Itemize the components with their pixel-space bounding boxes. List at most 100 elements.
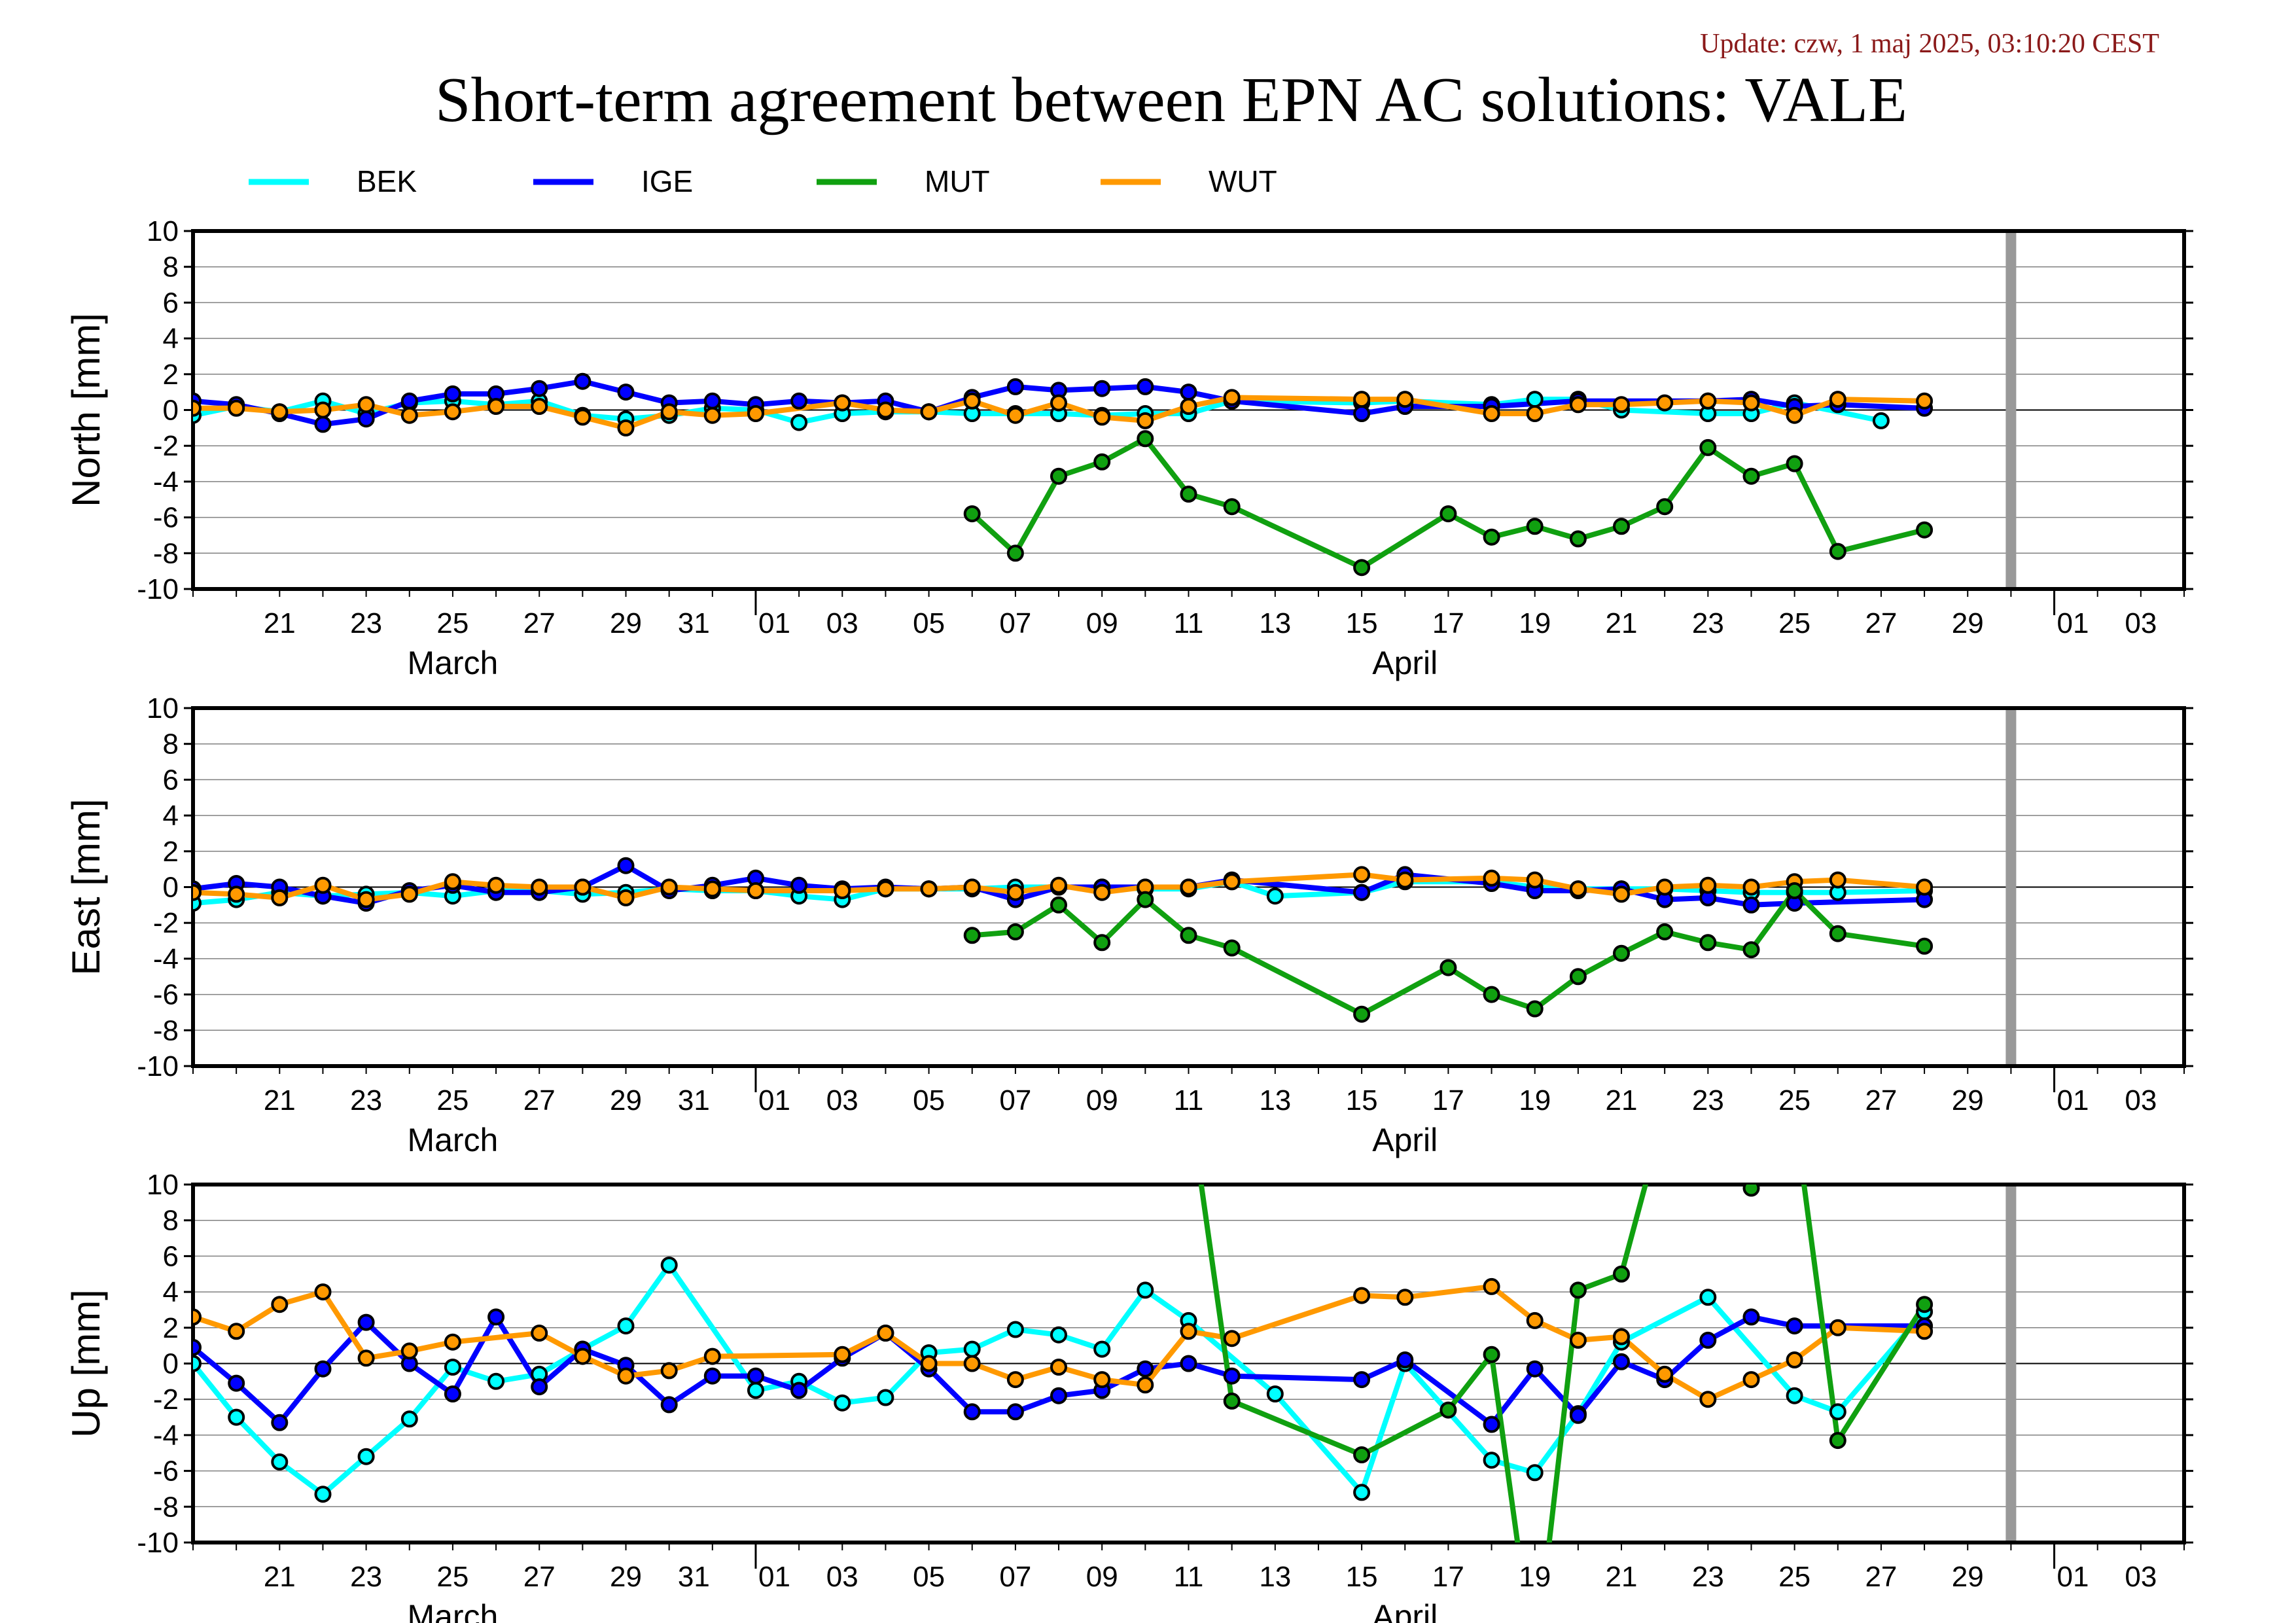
data-point-bek xyxy=(193,1355,202,1372)
x-tick-label: 27 xyxy=(523,607,556,639)
data-point-mut xyxy=(1093,934,1111,952)
data-point-ige xyxy=(747,1367,764,1385)
legend: BEK IGE MUT WUT xyxy=(249,164,1277,198)
data-point-wut xyxy=(487,876,505,894)
x-tick-label: 09 xyxy=(1086,1561,1118,1593)
x-tick-label: 01 xyxy=(2057,1084,2089,1116)
data-point-wut xyxy=(1786,406,1803,424)
data-point-mut xyxy=(1180,927,1197,944)
data-point-wut xyxy=(834,394,851,412)
data-point-ige xyxy=(1050,1387,1067,1404)
x-tick-label: 07 xyxy=(999,1084,1031,1116)
data-point-ige xyxy=(1742,896,1760,914)
data-point-wut xyxy=(1050,1359,1067,1376)
data-point-wut xyxy=(400,885,418,903)
data-point-ige xyxy=(1180,1355,1197,1372)
data-point-wut xyxy=(1180,878,1197,896)
data-point-wut xyxy=(400,406,418,424)
data-point-wut xyxy=(1613,1328,1630,1346)
panel-3: 10 86 4 2 0-2-4-6-8 -10 21 23 25 27 29 31 01 03 05 07 09… xyxy=(64,1169,2193,1623)
data-point-ige xyxy=(531,380,548,397)
x-tick-label: 05 xyxy=(913,1084,945,1116)
x-tick-label: 05 xyxy=(913,607,945,639)
data-point-mut xyxy=(1613,1265,1630,1283)
data-point-ige xyxy=(1353,883,1371,901)
x-tick-label: 13 xyxy=(1259,1084,1291,1116)
data-point-wut xyxy=(1483,869,1500,887)
data-point-wut xyxy=(1483,405,1500,422)
data-point-wut xyxy=(1353,1287,1371,1304)
data-point-bek xyxy=(963,1340,981,1358)
x-tick-label: 25 xyxy=(1778,1561,1810,1593)
month-label: April xyxy=(1372,1122,1438,1158)
data-point-bek xyxy=(1786,1387,1803,1404)
x-tick-label: 15 xyxy=(1346,607,1378,639)
data-point-wut xyxy=(703,1347,721,1365)
data-point-wut xyxy=(1829,1319,1846,1336)
data-point-mut xyxy=(1439,1401,1457,1419)
data-point-mut xyxy=(1353,559,1371,577)
data-point-mut xyxy=(1483,1346,1500,1363)
data-point-wut xyxy=(314,876,332,894)
y-tick-label: 10 xyxy=(147,215,179,247)
data-point-wut xyxy=(1137,1376,1154,1394)
data-point-mut xyxy=(1483,986,1500,1003)
month-label: April xyxy=(1372,1598,1438,1623)
y-tick-label: 8 xyxy=(163,728,179,760)
data-point-ige xyxy=(790,1382,808,1399)
data-point-mut xyxy=(1050,896,1067,914)
data-point-wut xyxy=(574,878,592,896)
data-point-mut xyxy=(1742,467,1760,485)
month-label: April xyxy=(1372,645,1438,681)
x-tick-label: 27 xyxy=(1865,1084,1897,1116)
data-point-wut xyxy=(228,399,245,417)
data-point-bek xyxy=(1872,412,1890,429)
data-point-ige xyxy=(1613,1353,1630,1370)
data-point-ige xyxy=(271,1414,289,1431)
x-tick-label: 03 xyxy=(826,607,858,639)
x-tick-label: 17 xyxy=(1432,1084,1464,1116)
data-point-wut xyxy=(834,1346,851,1363)
data-point-ige xyxy=(1006,1403,1024,1421)
data-point-wut xyxy=(1916,392,1934,410)
data-point-ige xyxy=(1180,383,1197,401)
data-point-wut xyxy=(1656,1365,1674,1383)
y-tick-label: -6 xyxy=(153,1455,179,1488)
y-tick-label: -8 xyxy=(153,537,179,569)
data-point-mut xyxy=(1439,959,1457,976)
x-tick-label: 29 xyxy=(610,1561,642,1593)
data-point-bek xyxy=(1266,887,1284,905)
data-point-wut xyxy=(1569,880,1587,898)
data-point-mut xyxy=(963,505,981,523)
data-point-wut xyxy=(1180,1323,1197,1340)
y-tick-label: -2 xyxy=(153,1383,179,1416)
data-point-bek xyxy=(1353,1484,1371,1501)
data-point-bek xyxy=(660,1257,678,1274)
x-tick-label: 29 xyxy=(1952,607,1984,639)
x-tick-label: 11 xyxy=(1174,607,1204,639)
data-point-mut xyxy=(1916,521,1934,539)
data-point-ige xyxy=(314,1360,332,1378)
data-point-bek xyxy=(1266,1385,1284,1402)
data-point-ige xyxy=(357,410,375,428)
x-tick-label: 21 xyxy=(1606,1084,1638,1116)
series-line-bek xyxy=(193,1262,1927,1497)
data-point-mut xyxy=(1353,1446,1371,1463)
y-tick-label: -10 xyxy=(137,1527,179,1559)
x-tick-label: 03 xyxy=(2125,1084,2157,1116)
x-tick-label: 13 xyxy=(1259,1561,1291,1593)
x-tick-label: 01 xyxy=(758,607,790,639)
data-point-wut xyxy=(314,401,332,419)
data-point-wut xyxy=(444,403,461,421)
x-tick-label: 23 xyxy=(1692,1561,1724,1593)
x-tick-label: 25 xyxy=(1778,1084,1810,1116)
data-point-wut xyxy=(1483,1277,1500,1295)
x-tick-label: 23 xyxy=(1692,607,1724,639)
data-point-mut xyxy=(1093,453,1111,471)
y-tick-label: 2 xyxy=(163,836,179,868)
y-tick-label: -6 xyxy=(153,979,179,1011)
x-tick-label: 11 xyxy=(1174,1561,1204,1593)
data-point-bek xyxy=(314,1486,332,1503)
update-timestamp: Update: czw, 1 maj 2025, 03:10:20 CEST xyxy=(1700,29,2159,59)
data-point-mut xyxy=(1439,505,1457,523)
